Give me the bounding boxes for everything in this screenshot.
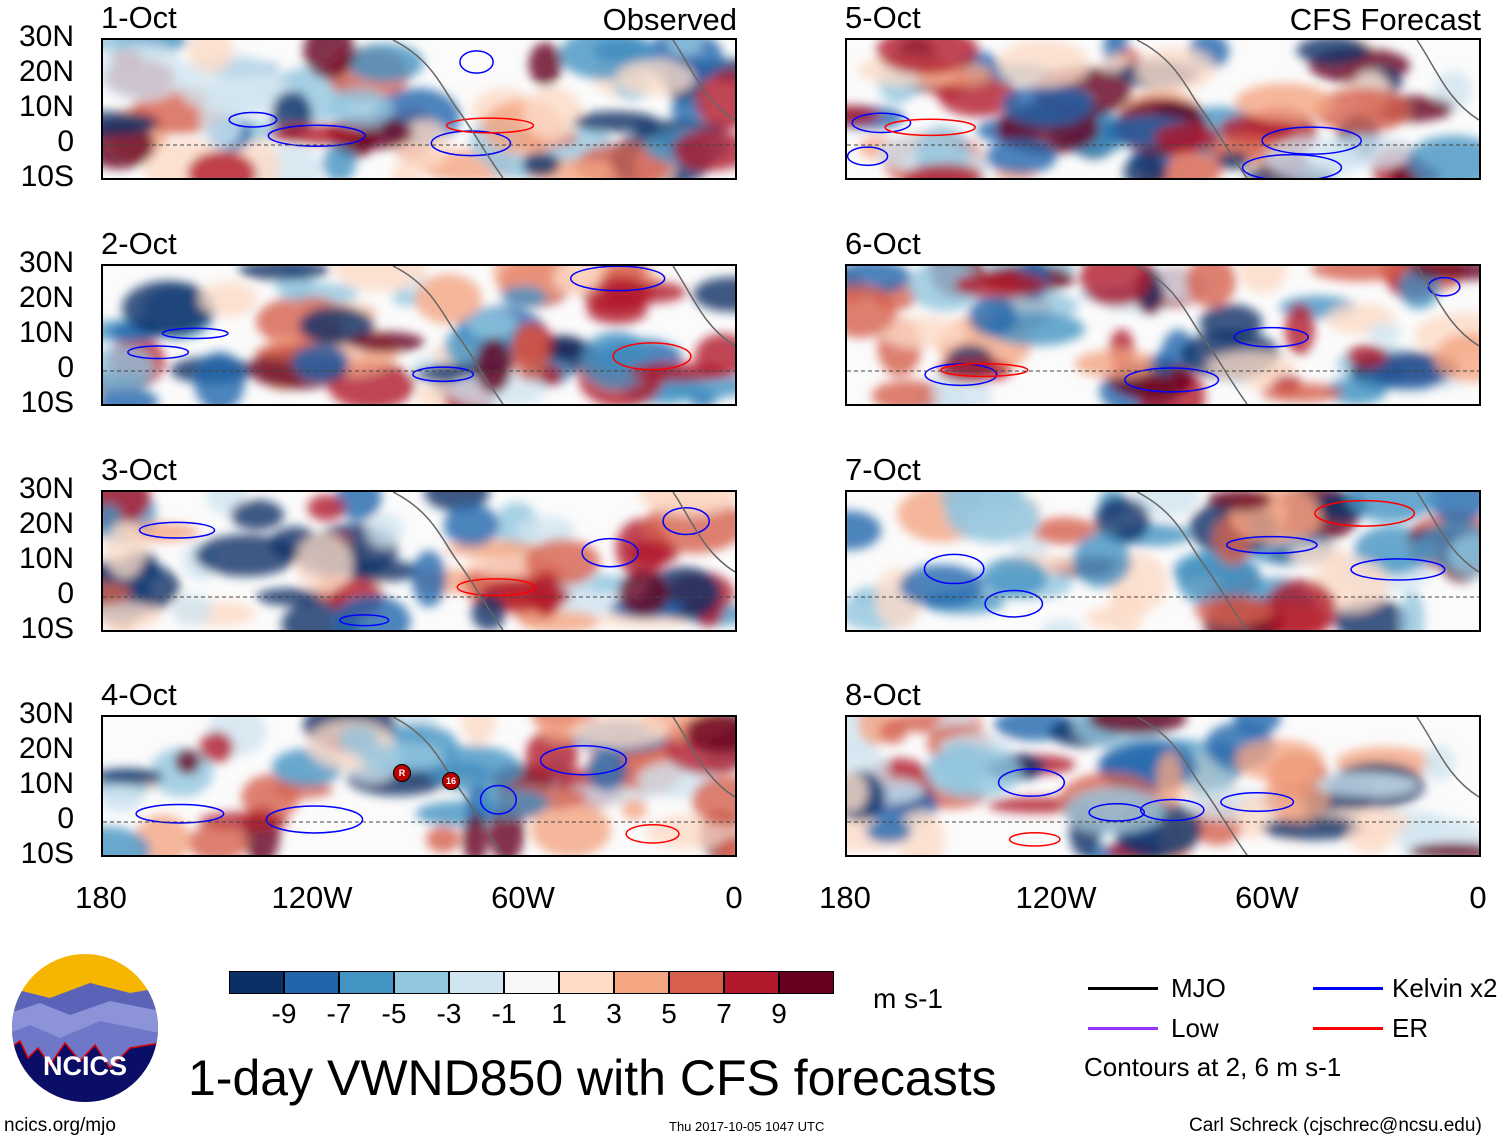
lon-label: 180 [75, 880, 127, 915]
legend-line-low [1088, 1027, 1158, 1030]
lat-label: 20N [18, 281, 74, 314]
colorbar-swatch [284, 971, 339, 994]
map-panel-2-Oct [101, 264, 737, 406]
panel-date-label: 8-Oct [845, 677, 921, 712]
lat-label: 10S [20, 612, 74, 645]
map-panel-7-Oct [845, 490, 1481, 632]
map-panel-8-Oct [845, 715, 1481, 857]
lat-label: 0 [57, 577, 74, 610]
colorbar-tick-label: -1 [491, 998, 517, 1029]
colorbar-units: m s-1 [873, 983, 943, 1014]
lat-label: 10S [20, 386, 74, 419]
lon-label: 0 [1469, 880, 1487, 915]
footer-url[interactable]: ncics.org/mjo [4, 1115, 116, 1136]
anomaly-field [847, 492, 1479, 630]
lon-label: 60W [491, 880, 555, 915]
legend-label-mjo: MJO [1171, 973, 1226, 1003]
anomaly-field [847, 717, 1479, 855]
contour-note: Contours at 2, 6 m s-1 [1084, 1052, 1342, 1082]
colorbar-swatch [394, 971, 449, 994]
lon-label: 120W [1015, 880, 1097, 915]
lat-label: 10N [18, 542, 74, 575]
legend-label-er: ER [1392, 1013, 1429, 1043]
anomaly-field [103, 40, 735, 178]
colorbar-tick-label: 5 [661, 998, 677, 1029]
lon-label: 0 [725, 880, 743, 915]
lat-label: 10S [20, 160, 74, 193]
legend-line-kelvin [1313, 987, 1383, 990]
lat-label: 30N [18, 246, 74, 279]
lat-label: 10S [20, 837, 74, 870]
column-label: Observed [602, 2, 737, 37]
anomaly-field [103, 717, 735, 855]
lat-label: 20N [18, 55, 74, 88]
colorbar-swatch [229, 971, 284, 994]
colorbar-swatch [724, 971, 779, 994]
panel-date-label: 5-Oct [845, 0, 921, 35]
map-panel-3-Oct [101, 490, 737, 632]
legend-label-low: Low [1171, 1013, 1219, 1043]
lat-label: 20N [18, 732, 74, 765]
colorbar-swatch [669, 971, 724, 994]
lat-label: 0 [57, 802, 74, 835]
lat-label: 30N [18, 697, 74, 730]
map-panel-6-Oct [845, 264, 1481, 406]
colorbar-tick-label: 3 [606, 998, 622, 1029]
colorbar-tick-label: -7 [326, 998, 352, 1029]
colorbar-tick-label: 7 [716, 998, 732, 1029]
lat-label: 10N [18, 767, 74, 800]
colorbar-swatch [449, 971, 504, 994]
footer-credit: Carl Schreck (cjschrec@ncsu.edu) [1189, 1115, 1482, 1136]
panel-date-label: 2-Oct [101, 226, 177, 261]
storm-marker: R [393, 764, 411, 782]
colorbar-swatch [504, 971, 559, 994]
anomaly-field [847, 40, 1479, 178]
colorbar-swatch [614, 971, 669, 994]
colorbar-tick-label: 1 [551, 998, 567, 1029]
legend-line-mjo [1088, 987, 1158, 990]
storm-marker: 16 [442, 772, 460, 790]
panel-date-label: 4-Oct [101, 677, 177, 712]
anomaly-field [103, 492, 735, 630]
colorbar-tick-label: -3 [436, 998, 462, 1029]
legend-line-er [1313, 1027, 1383, 1030]
panel-date-label: 1-Oct [101, 0, 177, 35]
logo-text: NCICS [43, 1051, 127, 1081]
ncics-logo: NCICS [12, 954, 158, 1102]
map-panel-1-Oct [101, 38, 737, 180]
colorbar-tick-label: 9 [771, 998, 787, 1029]
colorbar-swatch [339, 971, 394, 994]
lat-label: 0 [57, 351, 74, 384]
lat-label: 0 [57, 125, 74, 158]
footer-timestamp: Thu 2017-10-05 1047 UTC [669, 1119, 825, 1134]
lat-label: 30N [18, 472, 74, 505]
lon-label: 60W [1235, 880, 1299, 915]
panel-date-label: 3-Oct [101, 452, 177, 487]
column-label: CFS Forecast [1289, 2, 1481, 37]
legend-label-kelvin: Kelvin x2 [1392, 973, 1498, 1003]
anomaly-field [847, 266, 1479, 404]
map-panel-4-Oct: R 16 [101, 715, 737, 857]
lon-label: 180 [819, 880, 871, 915]
lat-label: 10N [18, 316, 74, 349]
lon-label: 120W [271, 880, 353, 915]
map-panel-5-Oct [845, 38, 1481, 180]
colorbar-swatch [559, 971, 614, 994]
colorbar-swatch [779, 971, 834, 994]
figure-title: 1-day VWND850 with CFS forecasts [188, 1050, 997, 1106]
panel-date-label: 6-Oct [845, 226, 921, 261]
colorbar-tick-label: -5 [381, 998, 407, 1029]
lat-label: 10N [18, 90, 74, 123]
panel-date-label: 7-Oct [845, 452, 921, 487]
anomaly-field [103, 266, 735, 404]
lat-label: 30N [18, 20, 74, 53]
lat-label: 20N [18, 507, 74, 540]
colorbar-tick-label: -9 [271, 998, 297, 1029]
